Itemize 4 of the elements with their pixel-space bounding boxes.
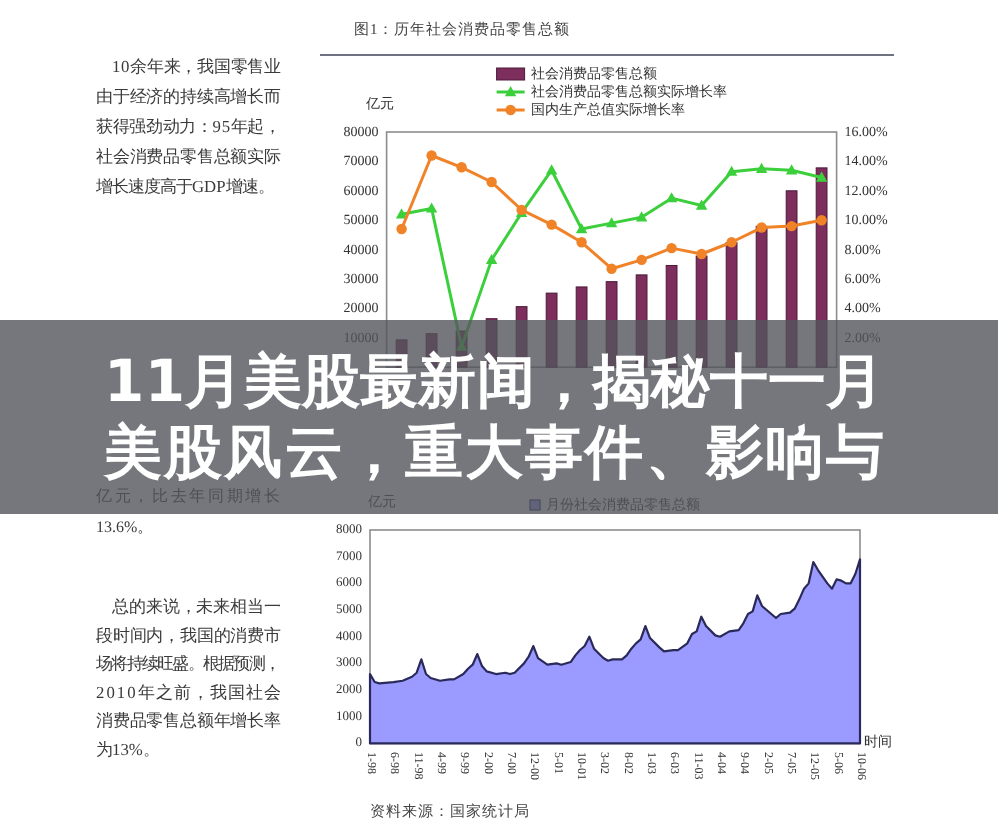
text: 总的来说，未来相当一段时间内，我国的消费市场将持续旺盛。根据预测，2010年之前，我国社会消费品零售总额年增长率为13%。 (94, 598, 280, 759)
text: 10余年来，我国零售业由于经济的持续高增长而获得强劲动力：95年起，社会消费品零售总额实际增长速度高于GDP增速。 (94, 58, 280, 196)
text: 11月美股最新闻，揭秘十一月美股风云，重大事件、影响与 (102, 347, 884, 486)
text: 13.6%。 (96, 518, 154, 536)
